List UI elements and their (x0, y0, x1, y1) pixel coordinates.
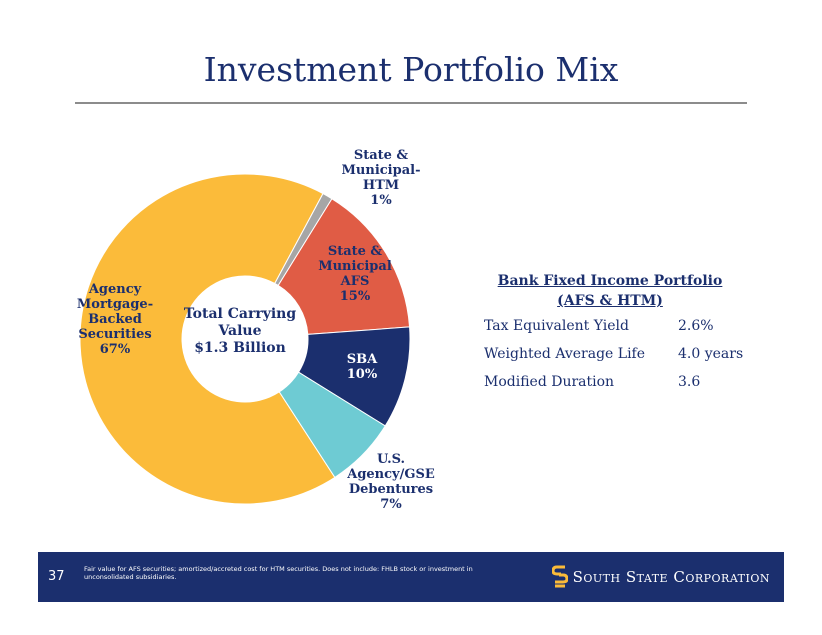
slice-label-line: 10% (346, 367, 378, 382)
donut-slice (79, 173, 336, 505)
slice-label-line: Securities (78, 327, 152, 342)
slice-label-line: SBA (346, 352, 378, 367)
table-title: Bank Fixed Income Portfolio (AFS & HTM) (470, 271, 750, 311)
portfolio-donut-chart (79, 173, 411, 505)
brand-name: South State Corporation (572, 568, 770, 586)
slice-label: Agency Mortgage- Backed Securities 67% (55, 282, 175, 357)
slice-label-line: Municipal- (341, 163, 421, 178)
title-divider (75, 102, 747, 104)
slice-label-line: AFS (340, 274, 370, 289)
slice-label-line: 67% (99, 342, 131, 357)
slice-label: SBA 10% (302, 352, 422, 382)
slice-label: U.S. Agency/GSE Debentures 7% (331, 452, 451, 512)
slice-label-line: U.S. (376, 452, 406, 467)
slice-label-line: 7% (380, 497, 402, 512)
page-title: Investment Portfolio Mix (203, 50, 619, 89)
table-title-line: Bank Fixed Income Portfolio (497, 273, 723, 289)
footnote: Fair value for AFS securities; amortized… (84, 565, 473, 581)
metric-value: 2.6% (678, 318, 714, 334)
slice-label-line: 15% (339, 289, 371, 304)
slice-label-line: Backed (88, 312, 142, 327)
slice-label-line: Agency/GSE (347, 467, 435, 482)
slice-label: State & Municipal AFS 15% (295, 244, 415, 304)
footer-bar: 37 Fair value for AFS securities; amorti… (38, 552, 784, 602)
donut-slice (278, 371, 386, 479)
donut-slice (277, 198, 411, 335)
stacked-s-logo-icon (551, 565, 568, 588)
metric-name: Tax Equivalent Yield (484, 318, 629, 334)
slice-label-line: State & (353, 148, 409, 163)
slice-label: State & Municipal- HTM 1% (321, 148, 441, 208)
slice-label-line: Mortgage- (76, 297, 154, 312)
slice-label-line: Debentures (348, 482, 434, 497)
table-title-line: (AFS & HTM) (557, 293, 663, 309)
metric-name: Weighted Average Life (484, 346, 646, 362)
slice-label-line: HTM (362, 178, 400, 193)
metric-value: 4.0 years (678, 346, 744, 362)
page-number: 37 (48, 569, 65, 584)
center-label-line: Value (218, 323, 262, 339)
metric-value: 3.6 (678, 374, 701, 390)
slice-label-line: Agency (88, 282, 142, 297)
slice-label-line: Municipal (318, 259, 392, 274)
brand-logo: South State Corporation (551, 565, 770, 589)
center-label-line: Total Carrying (183, 306, 297, 322)
metric-name: Modified Duration (484, 374, 615, 390)
center-label: Total Carrying Value $1.3 Billion (170, 306, 310, 357)
slice-label-line: 1% (370, 193, 392, 208)
center-label-line: $1.3 Billion (194, 340, 286, 356)
slice-label-line: State & (327, 244, 383, 259)
